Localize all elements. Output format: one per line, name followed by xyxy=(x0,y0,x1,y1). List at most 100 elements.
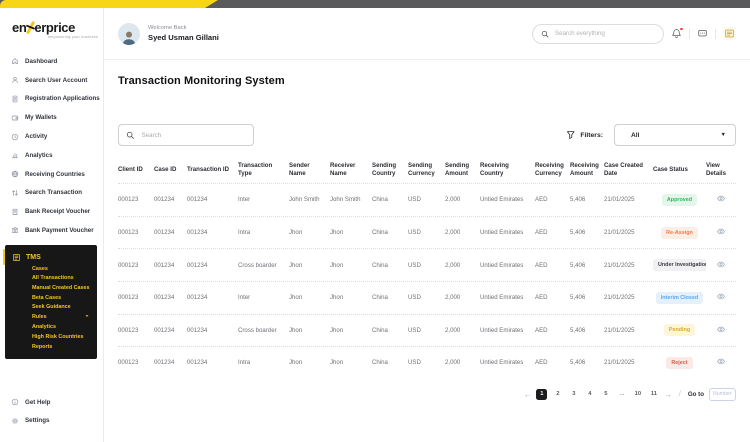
sidebar-item-bank-receipt-voucher[interactable]: Bank Receipt Voucher xyxy=(0,202,103,221)
pagination-prev[interactable]: ← xyxy=(523,389,532,399)
card-menu-icon[interactable] xyxy=(723,27,736,40)
tms-item-analytics[interactable]: Analytics xyxy=(5,323,97,333)
logo-tagline: empowering your business xyxy=(48,35,98,39)
gear-icon xyxy=(11,417,19,425)
table-row: 000123 001234 001234 Inter Jhon Jhon China USD 2… xyxy=(118,280,736,314)
messages-icon[interactable] xyxy=(697,28,708,39)
cell-sending-currency: USD xyxy=(408,294,421,302)
sidebar-item-tms[interactable]: TMS xyxy=(5,250,97,265)
global-search[interactable] xyxy=(532,23,664,44)
goto-page-input[interactable] xyxy=(709,387,736,401)
sidebar-item-receiving-countries[interactable]: Receiving Countries xyxy=(0,165,103,184)
tms-item-manual-created-cases[interactable]: Manual Created Cases xyxy=(5,284,97,294)
sidebar-item-label: Activity xyxy=(25,133,48,141)
sidebar-item-search-transaction[interactable]: Search Transaction xyxy=(0,183,103,202)
cell-sender-name: Jhon xyxy=(289,261,303,269)
cell-transaction-id: 001234 xyxy=(187,359,208,367)
sidebar-item-settings[interactable]: Settings xyxy=(11,412,103,430)
cell-case-id: 001234 xyxy=(154,229,175,237)
cell-sending-country: China xyxy=(372,326,388,334)
clock-icon xyxy=(11,133,19,141)
tms-item-label: Analytics xyxy=(32,324,56,331)
pagination-page-1[interactable]: 1 xyxy=(536,388,548,400)
cell-receiving-currency: AED xyxy=(535,196,548,204)
cell-sending-country: China xyxy=(372,196,388,204)
cell-transaction-id: 001234 xyxy=(187,196,208,204)
tms-item-cases[interactable]: Cases xyxy=(5,265,97,275)
sidebar-nav: Dashboard Search User Account Registration… xyxy=(0,41,103,240)
cell-sending-currency: USD xyxy=(408,196,421,204)
cell-view-details xyxy=(706,194,736,205)
pagination-page-11[interactable]: 11 xyxy=(650,390,657,397)
tms-item-label: Rules xyxy=(32,314,47,321)
cell-view-details xyxy=(706,260,736,271)
tms-item-seek-guidance[interactable]: Seek Guidance xyxy=(5,303,97,313)
cell-sending-amount: 2,000 xyxy=(445,196,461,204)
view-details-eye-icon[interactable] xyxy=(716,194,726,203)
cell-receiver-name: John Smith xyxy=(330,196,361,204)
column-header-view-details: View Details xyxy=(706,162,726,177)
pagination-next[interactable]: → xyxy=(664,389,672,399)
sidebar-item-get-help[interactable]: Get Help xyxy=(11,393,103,411)
tms-panel: TMS Cases All Transactions Manual Created … xyxy=(5,244,97,360)
tms-item-beta-cases[interactable]: Beta Cases xyxy=(5,294,97,304)
sidebar-item-registration-applications[interactable]: Registration Applications xyxy=(0,90,103,109)
cell-receiving-amount: 5,406 xyxy=(570,359,586,367)
cell-transaction-type: Cross boarder xyxy=(238,261,277,269)
pagination: ← 1 2 3 4 5... 10 11 → / Go to xyxy=(118,387,736,409)
tms-item-high-risk-countries[interactable]: High Risk Countries xyxy=(5,333,97,343)
avatar[interactable] xyxy=(118,22,140,45)
document-icon xyxy=(11,95,19,103)
cell-case-status: Interim Closed xyxy=(653,291,706,304)
sidebar-item-search-user-account[interactable]: Search User Account xyxy=(0,71,103,90)
view-details-eye-icon[interactable] xyxy=(716,357,726,366)
table-row: 000123 001234 001234 Intra Jhon Jhon China USD 2… xyxy=(118,215,736,249)
tms-icon xyxy=(12,253,21,262)
column-header-case-status: Case Status xyxy=(653,165,688,173)
status-badge: Approved xyxy=(661,193,698,206)
transactions-table: Client ID Case ID Transaction ID Transactio… xyxy=(118,159,736,379)
pagination-page-3[interactable]: 3 xyxy=(572,390,576,397)
view-details-eye-icon[interactable] xyxy=(716,292,726,301)
table-header-row: Client ID Case ID Transaction ID Transactio… xyxy=(118,159,736,183)
cell-receiving-country: Untied Emirates xyxy=(480,229,524,237)
cell-view-details xyxy=(706,227,736,238)
filter-dropdown[interactable]: All ▼ xyxy=(614,124,736,146)
table-search-input[interactable] xyxy=(139,130,246,140)
pagination-page-4[interactable]: 4 xyxy=(588,390,592,397)
sidebar-item-analytics[interactable]: Analytics xyxy=(0,146,103,165)
tms-label: TMS xyxy=(26,253,41,261)
sidebar-item-dashboard[interactable]: Dashboard xyxy=(0,52,103,71)
cell-receiver-name: Jhon xyxy=(330,326,344,334)
cell-transaction-id: 001234 xyxy=(187,229,208,237)
tms-item-all-transactions[interactable]: All Transactions xyxy=(5,274,97,284)
cell-case-id: 001234 xyxy=(154,326,175,334)
cell-case-created-date: 21/01/2025 xyxy=(604,196,635,204)
cell-sending-currency: USD xyxy=(408,326,421,334)
sidebar-item-label: Settings xyxy=(25,417,50,425)
cell-transaction-type: Inter xyxy=(238,294,251,302)
table-search[interactable] xyxy=(118,124,254,146)
search-icon xyxy=(126,131,135,140)
sidebar-item-activity[interactable]: Activity xyxy=(0,127,103,146)
status-badge: Reject xyxy=(666,356,693,369)
view-details-eye-icon[interactable] xyxy=(716,260,726,269)
cell-view-details xyxy=(706,357,736,368)
tms-item-reports[interactable]: Reports xyxy=(5,343,97,353)
tms-item-rules[interactable]: Rules xyxy=(5,313,97,324)
table-row: 000123 001234 001234 Intra Jhon Jhon China USD 2… xyxy=(118,346,736,379)
global-search-input[interactable] xyxy=(553,29,655,38)
sidebar-item-my-wallets[interactable]: My Wallets xyxy=(0,108,103,127)
pagination-page-2[interactable]: 2 xyxy=(556,390,560,397)
view-details-eye-icon[interactable] xyxy=(716,227,726,236)
pagination-page-10[interactable]: 10 xyxy=(634,390,642,397)
cell-sending-amount: 2,000 xyxy=(445,326,461,334)
pagination-page-5[interactable]: 5 xyxy=(604,390,608,397)
column-header-transaction-id: Transaction ID xyxy=(187,165,229,173)
cell-receiving-amount: 5,406 xyxy=(570,196,586,204)
sidebar-item-bank-payment-voucher[interactable]: Bank Payment Voucher xyxy=(0,221,103,240)
notifications-bell-icon[interactable] xyxy=(671,26,684,39)
table-row: 000123 001234 001234 Cross boarder Jhon Jhon C… xyxy=(118,313,736,347)
divider xyxy=(715,28,716,39)
view-details-eye-icon[interactable] xyxy=(716,325,726,334)
